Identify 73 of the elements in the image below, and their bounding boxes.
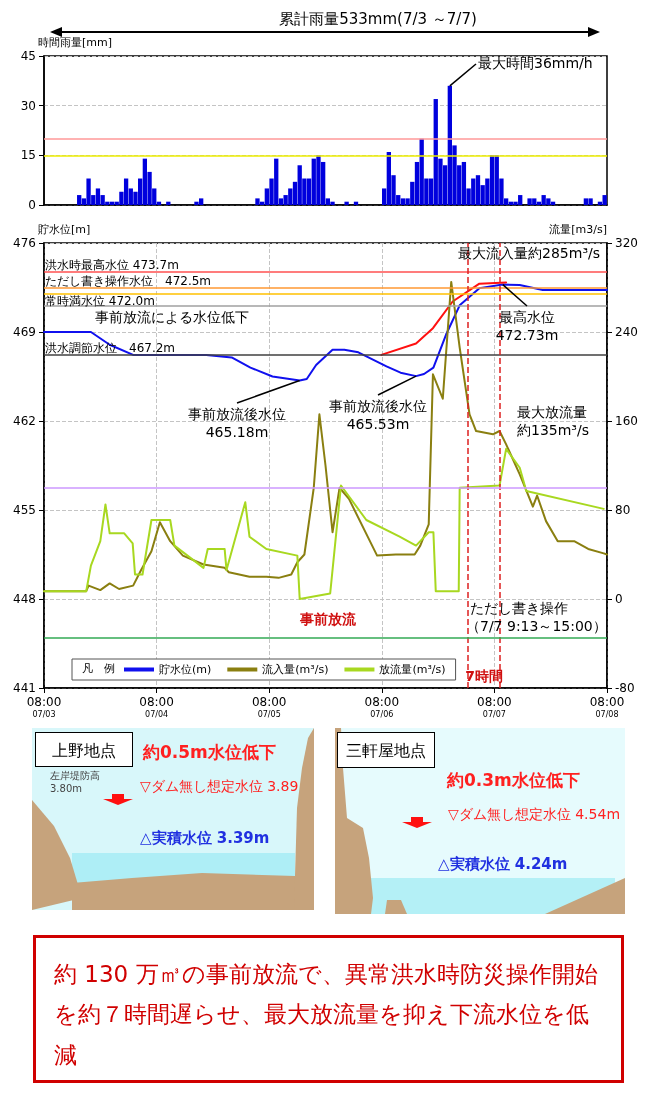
x-tick-label: 08:00 07/06 — [364, 695, 400, 719]
y-tick-label: 476 — [13, 236, 36, 250]
y2-tick-label: -80 — [615, 681, 635, 695]
y-axis-title: 時間雨量[mm] — [38, 36, 113, 49]
bar — [461, 161, 467, 205]
bar — [602, 195, 607, 205]
text: 約0.3m水位低下 — [447, 770, 580, 792]
y-tick-label: 448 — [13, 592, 36, 606]
legend-label: 放流量(m³/s) — [379, 663, 446, 676]
bar — [194, 201, 199, 205]
y-tick-label: 441 — [13, 681, 36, 695]
y2-tick-label: 320 — [615, 236, 638, 250]
text: 左岸堤防高 3.80m — [50, 770, 100, 795]
text: 約0.5m水位低下 — [143, 742, 276, 764]
y2-tick-label: 240 — [615, 325, 638, 339]
x-tick-label: 08:00 07/08 — [589, 695, 625, 719]
x-tick-label: 08:00 07/03 — [26, 695, 62, 719]
annotation: 最大時間36mm/h — [478, 55, 593, 71]
annotation: 最大流入量約285m³/s — [458, 245, 600, 261]
y-tick-label: 30 — [20, 98, 36, 113]
bar — [489, 155, 495, 205]
text: △実積水位 3.39m — [140, 829, 270, 848]
bar — [546, 198, 551, 205]
bar — [527, 198, 532, 205]
y-axis-title: 貯水位[m] — [38, 223, 91, 236]
bar — [316, 155, 321, 205]
ref-line-label: 常時満水位 472.0m — [45, 293, 155, 308]
legend-label: 流入量(m³/s) — [262, 663, 329, 676]
y-tick-label: 462 — [13, 414, 36, 428]
text: ▽ダム無し想定水位 3.89 — [140, 778, 299, 796]
annotation: 7時間 — [465, 668, 503, 684]
y2-tick-label: 160 — [615, 414, 638, 428]
annotation: 事前放流 — [299, 611, 357, 627]
ref-line-label: 洪水時最高水位 473.7m — [45, 258, 179, 273]
bar — [588, 198, 593, 205]
chart-title: 累計雨量533mm(7/3 ～7/7) — [279, 9, 477, 28]
x-tick-label: 08:00 07/04 — [139, 695, 174, 719]
bar — [123, 178, 129, 205]
text: △実積水位 4.24m — [438, 855, 568, 874]
bar — [400, 198, 406, 205]
y-tick-label: 45 — [20, 49, 36, 63]
text: 上野地点 — [35, 732, 133, 767]
annotation: 事前放流後水位 465.18m — [188, 406, 286, 440]
y-tick-label: 455 — [13, 503, 36, 517]
bar — [475, 175, 481, 205]
bar — [255, 198, 260, 205]
y-tick-label: 469 — [13, 325, 36, 339]
legend-title: 凡 例 — [82, 661, 115, 675]
annotation: 事前放流後水位 465.53m — [329, 398, 427, 432]
bar — [330, 201, 335, 205]
x-tick-label: 08:00 07/07 — [477, 695, 512, 719]
text: 三軒屋地点 — [337, 732, 435, 768]
annotation: ただし書き操作 — [470, 600, 568, 616]
ref-line-label: ただし書き操作水位 472.5m — [45, 273, 212, 288]
annotation: 事前放流による水位低下 — [95, 309, 249, 325]
bar — [142, 158, 148, 205]
y2-tick-label: 0 — [615, 592, 623, 606]
text: ▽ダム無し想定水位 4.54m — [448, 806, 621, 824]
y2-tick-label: 80 — [615, 503, 631, 517]
annotation: 最大放流量約135m³/s — [517, 404, 589, 438]
annotation: 最高水位 472.73m — [495, 309, 559, 343]
x-tick-label: 08:00 07/05 — [251, 695, 287, 719]
y-tick-label: 15 — [20, 148, 36, 163]
legend-label: 貯水位(m) — [159, 663, 212, 676]
bar — [95, 188, 101, 205]
bar — [583, 198, 589, 205]
bar — [86, 178, 91, 205]
y-tick-label: 0 — [28, 198, 36, 212]
bar — [344, 201, 349, 205]
text: 約 130 万㎥の事前放流で、異常洪水時防災操作開始を約７時間遅らせ、最大放流量を抑え下流水位を低減 — [54, 960, 599, 1070]
annotation: （7/7 9:13～15:00） — [466, 618, 607, 634]
bar — [77, 195, 82, 205]
y2-axis-title: 流量[m3/s] — [549, 223, 607, 236]
